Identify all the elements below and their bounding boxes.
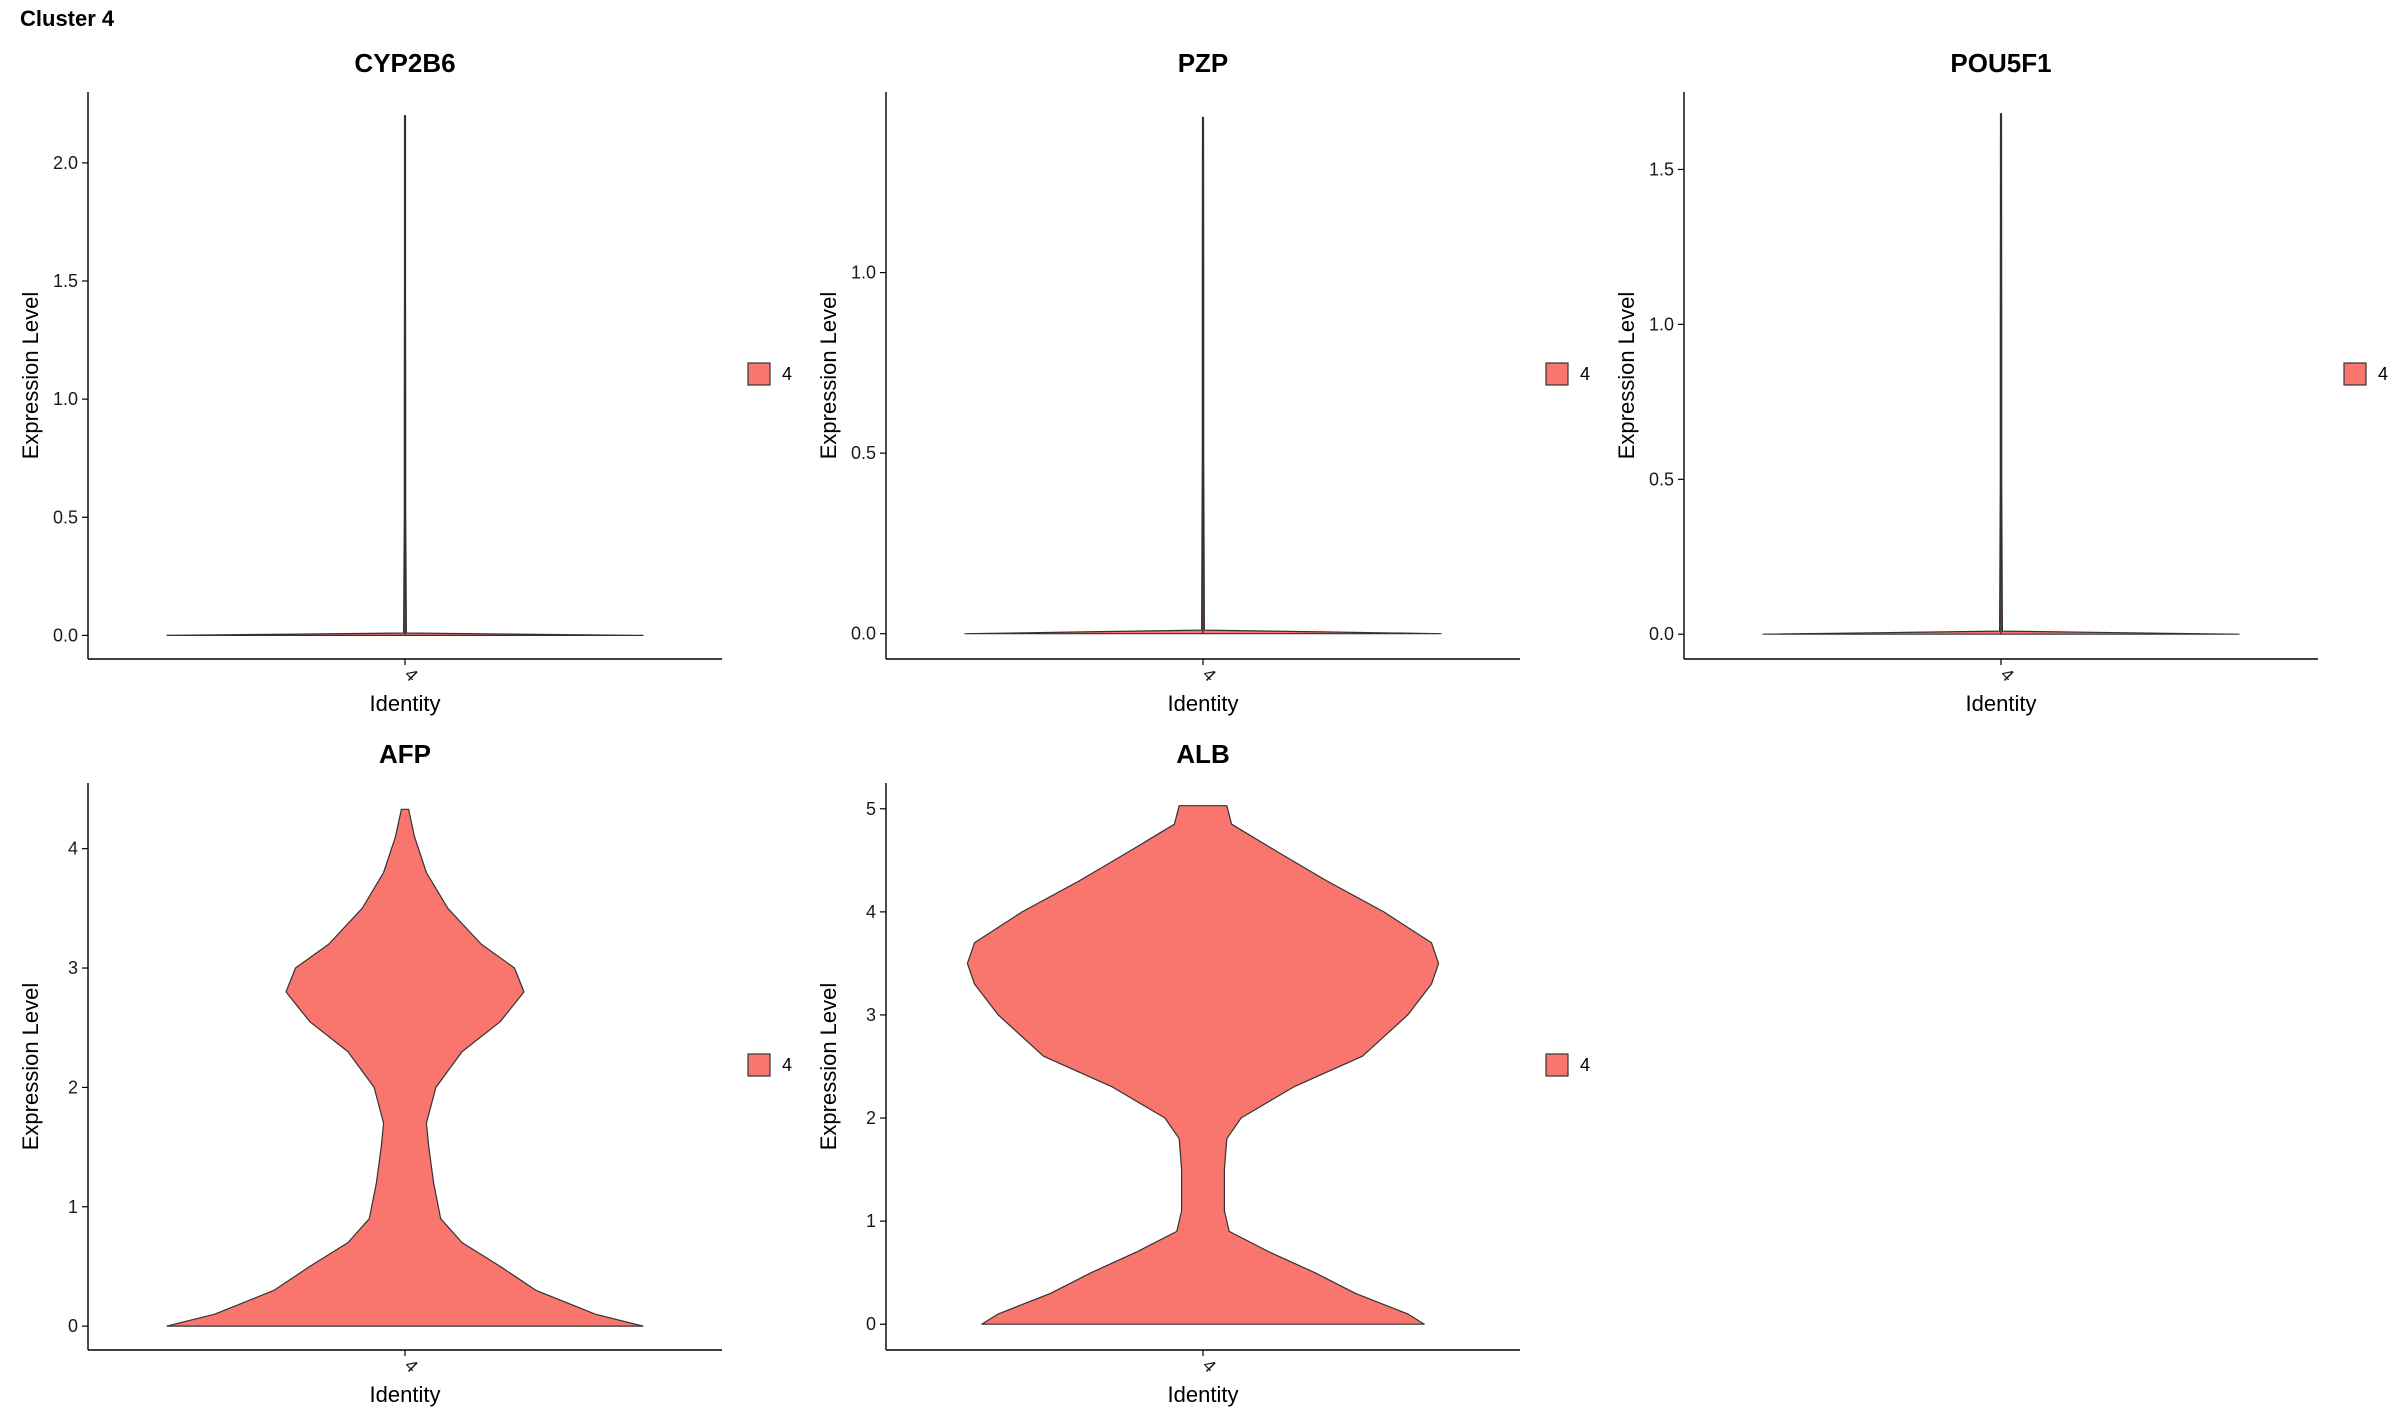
y-tick-label: 1 [866,1211,876,1231]
y-tick-label: 0 [68,1316,78,1336]
legend: 4 [747,362,792,386]
y-axis-title: Expression Level [816,983,841,1151]
y-tick-label: 0.5 [851,443,876,463]
panel-title: POU5F1 [1950,48,2051,78]
legend-label: 4 [1580,1055,1590,1075]
violin-chart-svg: ALB 0 1 2 3 4 5 4 Identity Expression Level 4 [816,739,1590,1407]
legend-key-4 [747,1053,771,1077]
legend-label: 4 [1580,364,1590,384]
violin-panel-afp: AFP 0 1 2 3 4 4 Identity Expression Level 4 [0,725,800,1415]
y-axis-title: Expression Level [18,292,43,460]
violin-chart-svg: POU5F1 0.0 0.5 1.0 1.5 4 Identity Expression Le… [1614,48,2388,716]
legend: 4 [1545,1053,1590,1077]
y-tick-label: 0.5 [1649,469,1674,489]
legend-label: 4 [782,1055,792,1075]
violin-shape [166,808,644,1327]
y-tick-label: 0.0 [1649,624,1674,644]
y-axis-title: Expression Level [816,292,841,460]
y-tick-label: 4 [866,902,876,922]
y-tick-label: 1.0 [851,263,876,283]
y-tick-label: 1.0 [1649,314,1674,334]
x-tick-label: 4 [1997,664,2018,685]
x-tick-label: 4 [401,1355,422,1376]
legend: 4 [2343,362,2388,386]
y-tick-label: 3 [866,1005,876,1025]
y-tick-label: 3 [68,958,78,978]
x-axis-title: Identity [370,691,441,716]
y-tick-label: 0 [866,1314,876,1334]
violin-panel-pou5f1: POU5F1 0.0 0.5 1.0 1.5 4 Identity Expression Le… [1596,34,2396,724]
panel-title: PZP [1178,48,1229,78]
y-axis-title: Expression Level [18,983,43,1151]
x-tick-label: 4 [1199,664,1220,685]
violin-panel-alb: ALB 0 1 2 3 4 5 4 Identity Expression Level 4 [798,725,1598,1415]
panel-title: ALB [1176,739,1229,769]
x-axis-title: Identity [1966,691,2037,716]
legend-label: 4 [2378,364,2388,384]
violin-chart-svg: AFP 0 1 2 3 4 4 Identity Expression Level 4 [18,739,792,1407]
y-tick-label: 1.5 [53,271,78,291]
y-tick-label: 4 [68,839,78,859]
y-tick-label: 5 [866,799,876,819]
y-tick-label: 1 [68,1197,78,1217]
y-tick-label: 2 [68,1077,78,1097]
y-tick-label: 0.0 [851,624,876,644]
y-tick-label: 2.0 [53,153,78,173]
y-tick-label: 1.5 [1649,159,1674,179]
legend-key-4 [1545,362,1569,386]
legend: 4 [1545,362,1590,386]
legend: 4 [747,1053,792,1077]
legend-key-4 [2343,362,2367,386]
y-axis-title: Expression Level [1614,292,1639,460]
x-tick-label: 4 [401,664,422,685]
violin-panel-pzp: PZP 0.0 0.5 1.0 4 Identity Expression Level 4 [798,34,1598,724]
y-tick-label: 1.0 [53,389,78,409]
legend-label: 4 [782,364,792,384]
x-axis-title: Identity [370,1382,441,1407]
x-tick-label: 4 [1199,1355,1220,1376]
y-tick-label: 0.0 [53,625,78,645]
legend-key-4 [1545,1053,1569,1077]
panel-title: AFP [379,739,431,769]
x-axis-title: Identity [1168,1382,1239,1407]
x-axis-title: Identity [1168,691,1239,716]
figure-title: Cluster 4 [20,6,115,31]
legend-key-4 [747,362,771,386]
violin-panel-cyp2b6: CYP2B6 0.0 0.5 1.0 1.5 2.0 4 Identity Expression… [0,34,800,724]
violin-chart-svg: PZP 0.0 0.5 1.0 4 Identity Expression Level 4 [816,48,1590,716]
y-tick-label: 0.5 [53,507,78,527]
violin-chart-svg: CYP2B6 0.0 0.5 1.0 1.5 2.0 4 Identity Expression… [18,48,792,716]
violin-shape [966,805,1440,1325]
y-tick-label: 2 [866,1108,876,1128]
panel-title: CYP2B6 [354,48,455,78]
